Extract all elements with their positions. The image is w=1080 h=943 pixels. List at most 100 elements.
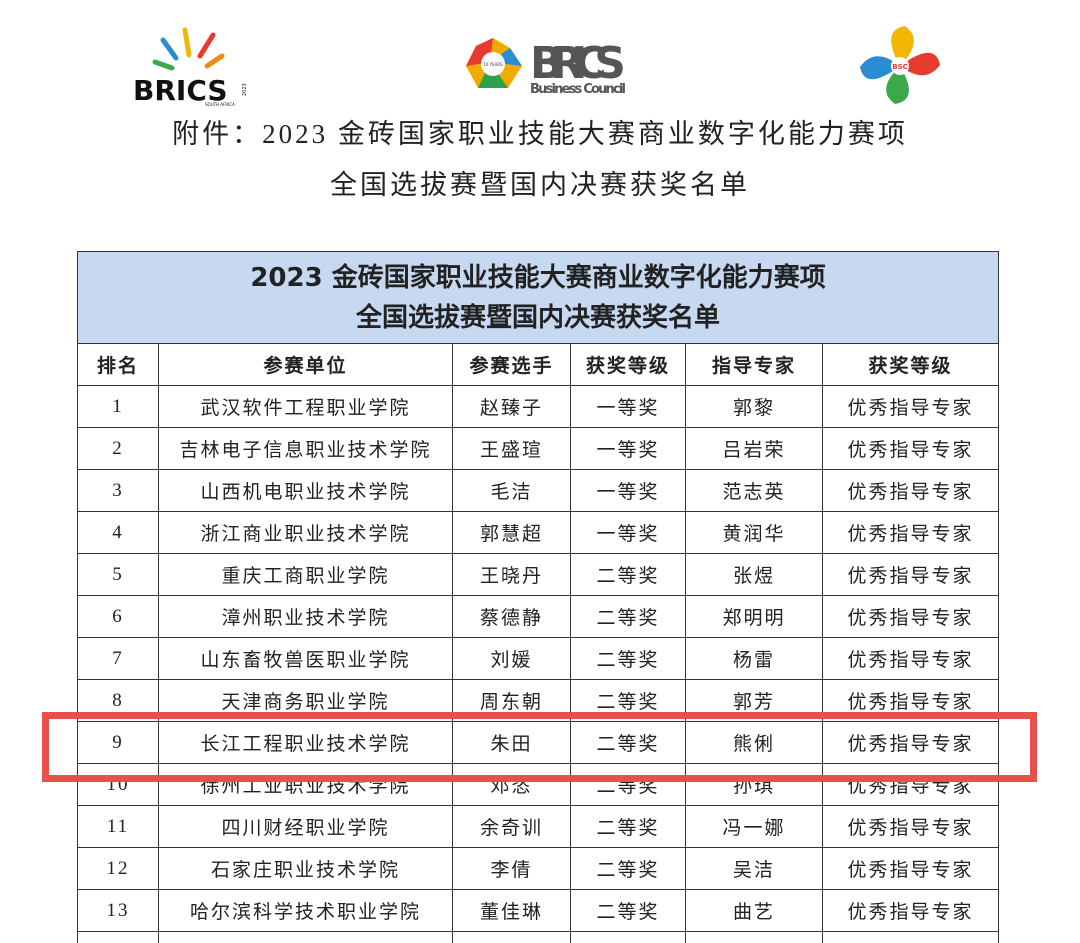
table-cell: 谢婷 xyxy=(685,931,823,943)
table-cell: 二等奖 xyxy=(570,805,686,848)
logo-year: 2023 xyxy=(242,83,248,96)
table-cell: 山东畜牧兽医职业学院 xyxy=(158,637,453,680)
header-row: 排名 参赛单位 参赛选手 获奖等级 指导专家 获奖等级 xyxy=(77,343,1000,386)
table-cell: 哈尔滨科学技术职业学院 xyxy=(158,889,453,932)
table-cell: 6 xyxy=(77,595,159,638)
table-row: 13 哈尔滨科学技术职业学院 董佳琳 二等奖 曲艺 优秀指导专家 xyxy=(77,889,1000,932)
logos: BRICS SOUTH AFRICA 2023 10 YEARS BRICS B… xyxy=(133,26,940,107)
table-cell: 二等奖 xyxy=(570,847,686,890)
table-cell: 4 xyxy=(77,511,159,554)
table-cell: 13 xyxy=(77,889,159,932)
table-cell: 5 xyxy=(77,553,159,596)
table-cell: 蔡德静 xyxy=(452,595,571,638)
highlight-box xyxy=(42,712,1037,782)
table-row: 14广东职业技术学院宋霞二等奖谢婷优秀指导专家 xyxy=(77,931,1000,943)
table-cell: 杨雷 xyxy=(685,637,823,680)
table-row: 5 重庆工商职业学院 王晓丹 二等奖 张煜 优秀指导专家 xyxy=(77,553,1000,596)
table-cell: 优秀指导专家 xyxy=(821,889,1000,932)
table-cell: 毛洁 xyxy=(452,469,571,512)
logo-text: BSC xyxy=(892,63,908,71)
table-cell: 优秀指导专家 xyxy=(821,511,1000,554)
column-header: 参赛选手 xyxy=(452,343,571,386)
table-cell: 郭黎 xyxy=(685,385,823,428)
title-line: 2023 金砖国家职业技能大赛商业数字化能力赛项 xyxy=(250,262,826,293)
table-cell: 刘媛 xyxy=(452,637,571,680)
table-cell: 吉林电子信息职业技术学院 xyxy=(158,427,453,470)
column-header: 获奖等级 xyxy=(570,343,686,386)
column-header: 指导专家 xyxy=(685,343,823,386)
table-cell: 一等奖 xyxy=(570,385,686,428)
table-cell: 二等奖 xyxy=(570,595,686,638)
table-cell: 优秀指导专家 xyxy=(821,805,1000,848)
table-cell: 二等奖 xyxy=(570,889,686,932)
table-cell: 董佳琳 xyxy=(452,889,571,932)
table-cell: 一等奖 xyxy=(570,469,686,512)
column-header: 参赛单位 xyxy=(158,343,453,386)
table-row: 11 四川财经职业学院 余奇训 二等奖 冯一娜 优秀指导专家 xyxy=(77,805,1000,848)
table-cell: 二等奖 xyxy=(570,931,686,943)
table-cell: 范志英 xyxy=(685,469,823,512)
table-cell: 熊俐 xyxy=(685,721,823,764)
table-cell: 14 xyxy=(77,931,159,943)
table-cell: 张煜 xyxy=(685,553,823,596)
table-cell: 石家庄职业技术学院 xyxy=(158,847,453,890)
logo-badge: 10 YEARS xyxy=(483,62,503,67)
table-row: 7 山东畜牧兽医职业学院 刘媛 二等奖 杨雷 优秀指导专家 xyxy=(77,637,1000,680)
title-line: 全国选拔赛暨国内决赛获奖名单 xyxy=(356,302,721,333)
table-cell: 山西机电职业技术学院 xyxy=(158,469,453,512)
table-cell: 一等奖 xyxy=(570,427,686,470)
table-cell: 浙江商业职业技术学院 xyxy=(158,511,453,554)
table-cell: 李倩 xyxy=(452,847,571,890)
table-cell: 余奇训 xyxy=(452,805,571,848)
table-cell: 曲艺 xyxy=(685,889,823,932)
table-title: 2023 金砖国家职业技能大赛商业数字化能力赛项 全国选拔赛暨国内决赛获奖名单 xyxy=(76,251,1000,344)
table-cell: 一等奖 xyxy=(570,511,686,554)
table-cell: 二等奖 xyxy=(570,553,686,596)
table-cell: 优秀指导专家 xyxy=(821,721,1000,764)
table-cell: 四川财经职业学院 xyxy=(158,805,453,848)
table-cell: 优秀指导专家 xyxy=(821,385,1000,428)
table-cell: 王盛瑄 xyxy=(452,427,571,470)
table-cell: 3 xyxy=(77,469,159,512)
table-cell: 朱田 xyxy=(452,721,571,764)
table-row: 1 武汉软件工程职业学院 赵臻子 一等奖 郭黎 优秀指导专家 xyxy=(77,385,1000,428)
table-cell: 冯一娜 xyxy=(685,805,823,848)
table-cell: 广东职业技术学院 xyxy=(158,931,453,943)
table-cell: 黄润华 xyxy=(685,511,823,554)
table-cell: 二等奖 xyxy=(570,637,686,680)
table-row: 12 石家庄职业技术学院 李倩 二等奖 吴洁 优秀指导专家 xyxy=(77,847,1000,890)
bbc-logo: 10 YEARS BRICS Business Council xyxy=(466,38,626,97)
table-cell: 7 xyxy=(77,637,159,680)
column-header: 排名 xyxy=(77,343,159,386)
table-cell: 1 xyxy=(77,385,159,428)
table-row: 2 吉林电子信息职业技术学院 王盛瑄 一等奖 吕岩荣 优秀指导专家 xyxy=(77,427,1000,470)
table-cell: 吕岩荣 xyxy=(685,427,823,470)
table-cell: 优秀指导专家 xyxy=(821,595,1000,638)
table-cell: 漳州职业技术学院 xyxy=(158,595,453,638)
heading: 附件：2023 金砖国家职业技能大赛商业数字化能力赛项 xyxy=(172,119,908,149)
table-row: 6 漳州职业技术学院 蔡德静 二等奖 郑明明 优秀指导专家 xyxy=(77,595,1000,638)
table-row: 9 长江工程职业技术学院 朱田 二等奖 熊俐 优秀指导专家 xyxy=(77,721,1000,764)
table-cell: 优秀指导专家 xyxy=(821,427,1000,470)
table-cell: 重庆工商职业学院 xyxy=(158,553,453,596)
column-header: 获奖等级 xyxy=(821,343,1000,386)
logo-text: BRICS xyxy=(133,74,228,107)
table-row: 3 山西机电职业技术学院 毛洁 一等奖 范志英 优秀指导专家 xyxy=(77,469,1000,512)
table-cell: 12 xyxy=(77,847,159,890)
table-cell: 宋霞 xyxy=(452,931,571,943)
table-cell: 优秀指导专家 xyxy=(821,553,1000,596)
table-cell: 吴洁 xyxy=(685,847,823,890)
table-cell: 优秀指导专家 xyxy=(821,847,1000,890)
table-cell: 郭慧超 xyxy=(452,511,571,554)
award-table: 2023 金砖国家职业技能大赛商业数字化能力赛项 全国选拔赛暨国内决赛获奖名单 排… xyxy=(76,251,1000,943)
logo-title: BRICS xyxy=(530,38,626,89)
table-cell: 11 xyxy=(77,805,159,848)
brics-logo: BRICS SOUTH AFRICA 2023 xyxy=(133,27,248,107)
table-cell: 郑明明 xyxy=(685,595,823,638)
table-cell: 优秀指导专家 xyxy=(821,637,1000,680)
heading: 全国选拔赛暨国内决赛获奖名单 xyxy=(330,170,750,200)
table-cell: 王晓丹 xyxy=(452,553,571,596)
table-row: 4 浙江商业职业技术学院 郭慧超 一等奖 黄润华 优秀指导专家 xyxy=(77,511,1000,554)
table-cell: 优秀指导专家 xyxy=(821,469,1000,512)
